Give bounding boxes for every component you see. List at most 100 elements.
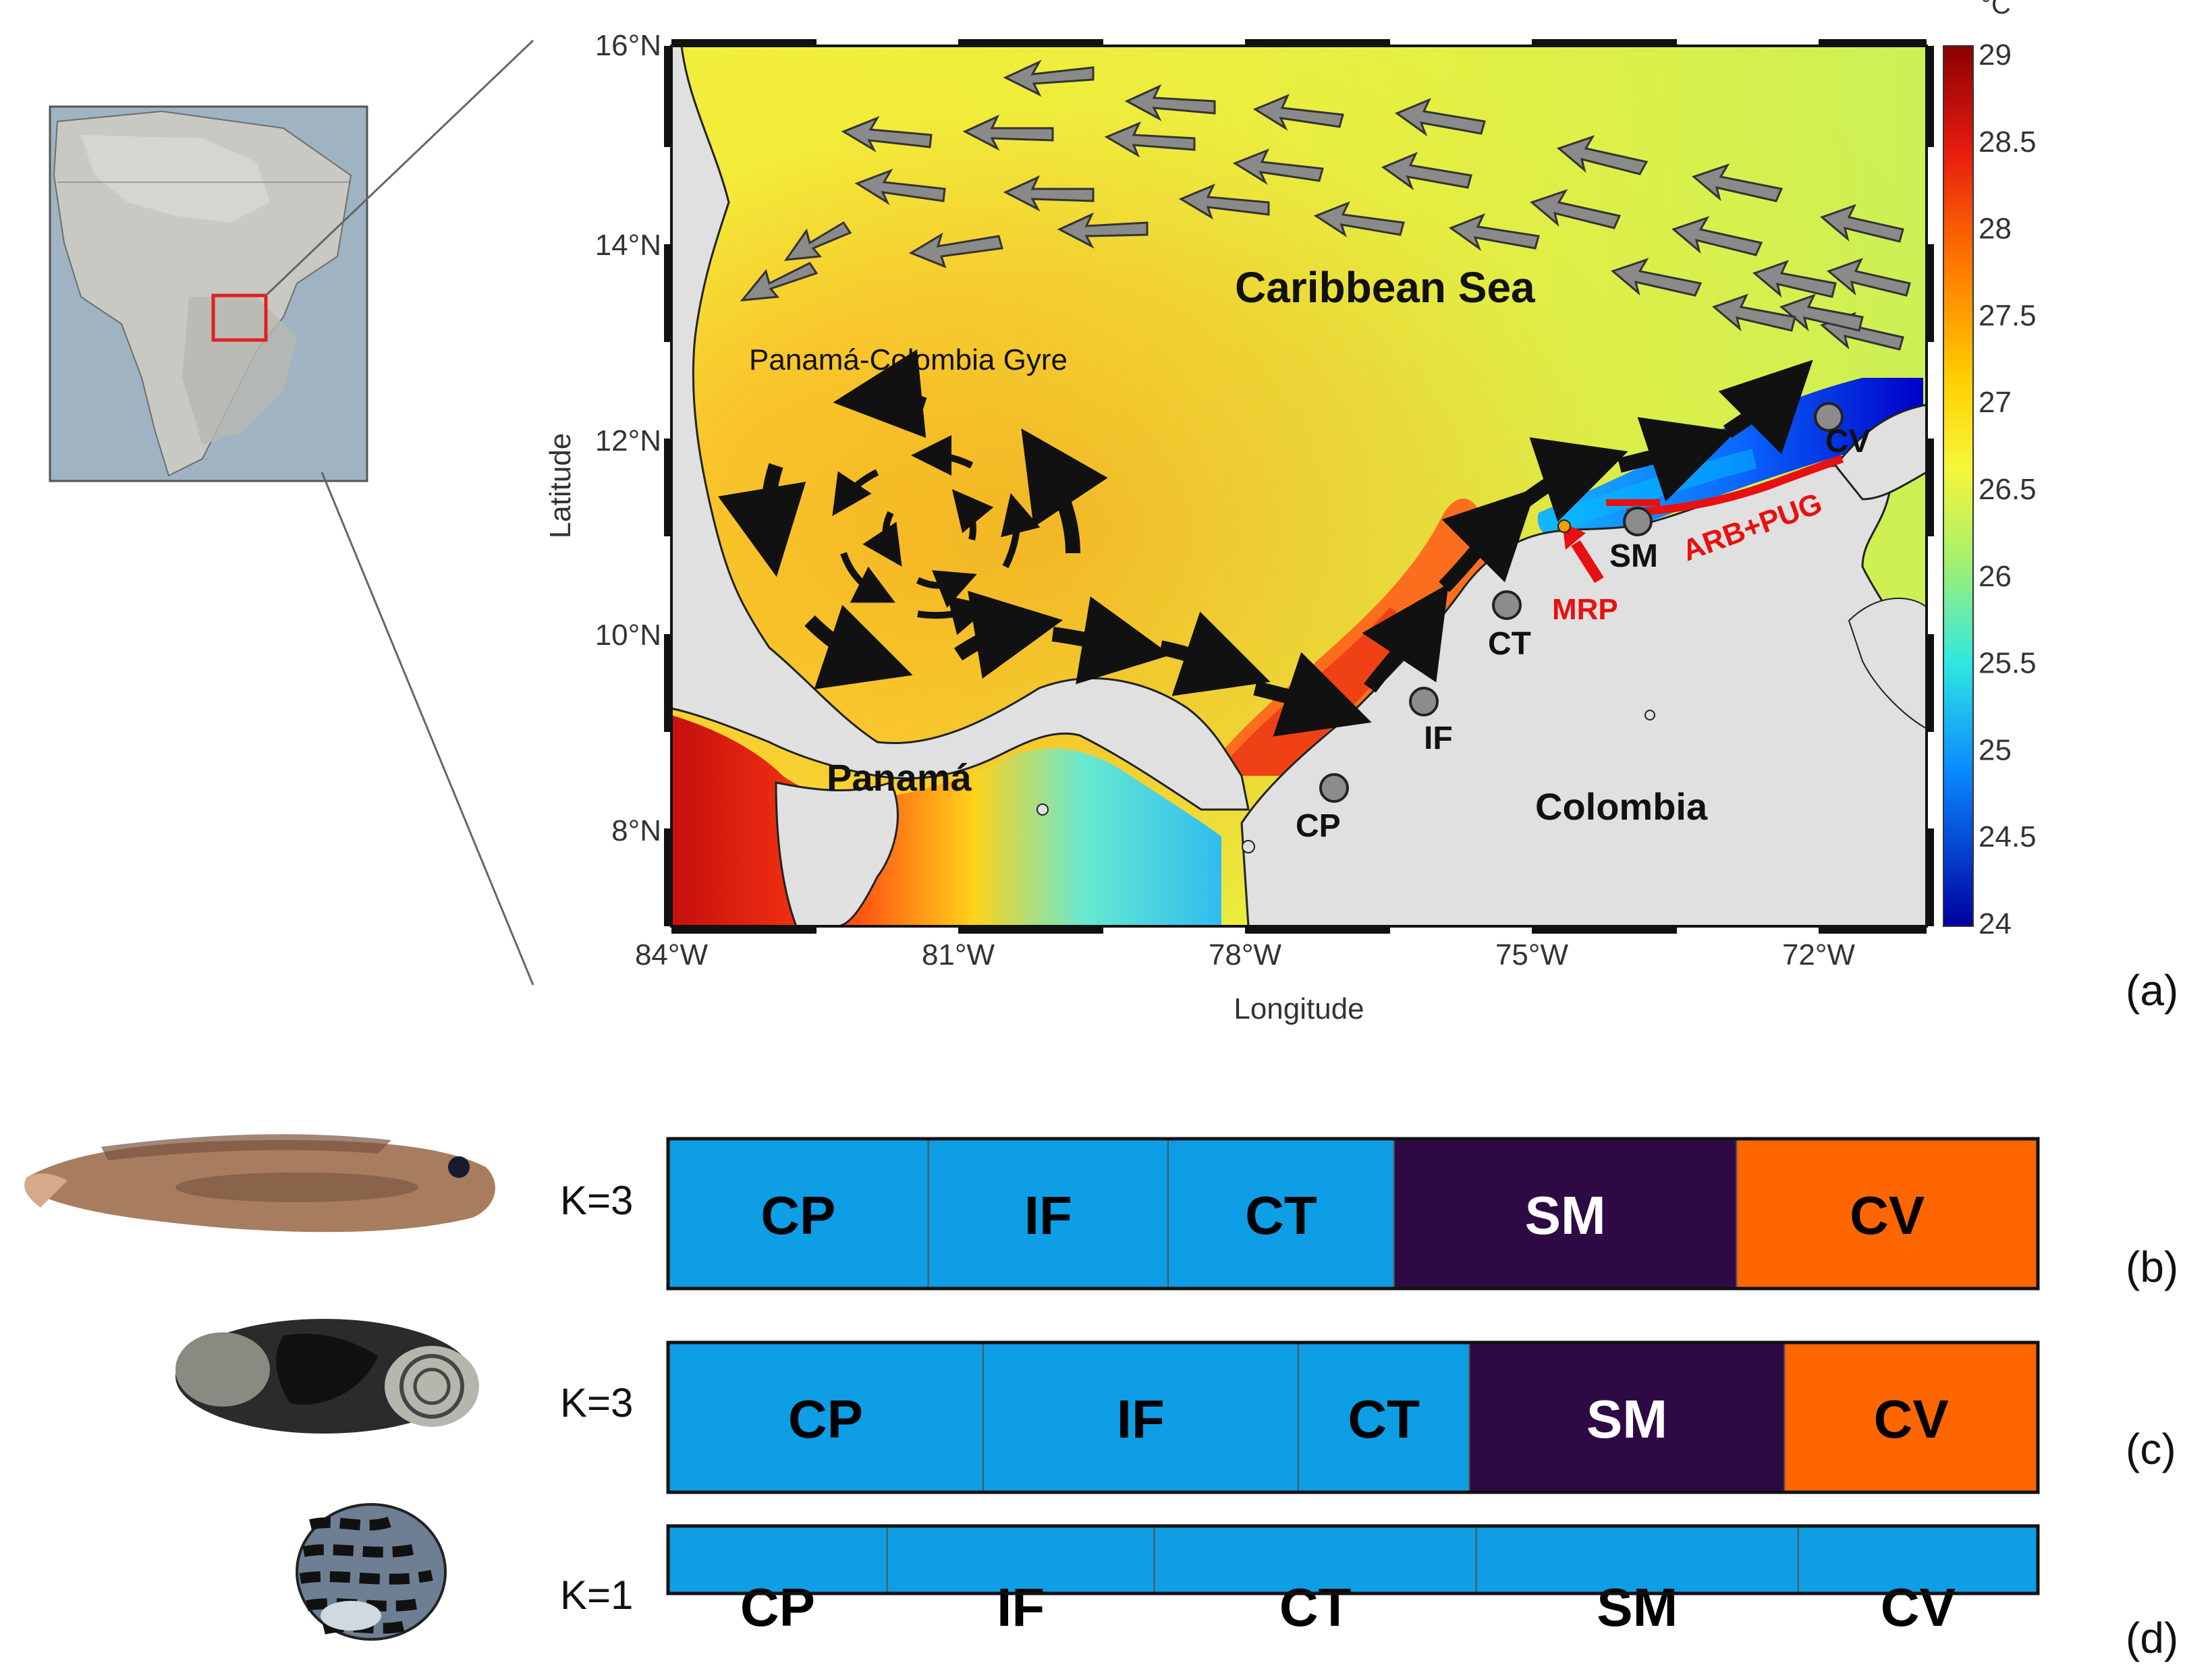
blenny-fish-image xyxy=(24,1134,495,1233)
cluster-label-cv: CV xyxy=(1850,1185,1925,1245)
current-arrow xyxy=(1313,201,1405,237)
cluster-bar-if xyxy=(927,1138,1169,1289)
gyre-arrow xyxy=(916,570,977,608)
current-arrow xyxy=(1381,152,1472,191)
colorbar-tick-label: 28.5 xyxy=(1979,125,2037,159)
structure-plot-frame xyxy=(666,1340,2040,1494)
coastal-arrow xyxy=(1051,596,1171,685)
inset-map xyxy=(49,105,368,482)
k-label: K=3 xyxy=(560,1178,633,1223)
panel-label-a: (a) xyxy=(2126,966,2178,1015)
current-arrow xyxy=(841,115,933,152)
x-tick-81: 81°W xyxy=(922,938,995,971)
y-tick-10: 10°N xyxy=(595,619,661,652)
gyre-arrow xyxy=(840,552,895,603)
panama-label: Panamá xyxy=(827,756,972,799)
site-marker-cp xyxy=(1319,773,1349,803)
colorbar-tick-label: 25.5 xyxy=(1979,647,2037,680)
current-arrow xyxy=(1003,175,1095,212)
colorbar-tick-label: 25 xyxy=(1979,733,2012,766)
site-label-cp: CP xyxy=(1296,808,1341,844)
inset-highlight-box xyxy=(211,293,268,342)
cluster-label-sm: SM xyxy=(1525,1185,1606,1245)
colorbar-tick-label: 26 xyxy=(1979,560,2012,593)
current-arrow xyxy=(1124,84,1216,121)
site-marker-sm xyxy=(1623,507,1653,536)
central-america-land xyxy=(670,45,1250,811)
current-arrow xyxy=(1611,258,1703,297)
x-tick-78: 78°W xyxy=(1209,938,1282,971)
current-arrow xyxy=(1394,98,1486,137)
structure-plot-frame xyxy=(666,1137,2040,1291)
site-marker-if xyxy=(1409,687,1439,716)
mrp-arrow xyxy=(1571,540,1604,584)
colorbar-tick-label: 26.5 xyxy=(1979,473,2037,506)
inner-gyre-arrows xyxy=(832,435,1041,635)
coastal-arrow xyxy=(1514,437,1628,522)
current-arrow xyxy=(1671,216,1763,256)
cluster-label-cv: CV xyxy=(1874,1389,1949,1449)
y-axis-label: Latitude xyxy=(544,433,577,539)
site-label-ct: CT xyxy=(1488,626,1531,662)
site-label-cv: CV xyxy=(1825,424,1871,459)
k-label: K=3 xyxy=(560,1380,633,1425)
current-arrow xyxy=(1557,135,1649,175)
current-arrow xyxy=(962,114,1054,151)
current-arrow xyxy=(1104,121,1196,158)
site-label-if: IF xyxy=(1424,720,1453,756)
coastal-arrow xyxy=(1159,611,1271,696)
colorbar-tick-label: 24 xyxy=(1979,907,2012,940)
cluster-label-cp: CP xyxy=(740,1577,815,1637)
structure-plot-d: K=1 CP IF CT SM CV xyxy=(560,1524,2040,1637)
colorbar: °C 29 28.5 28 27.5 27 26.5 26 25.5 25 24.5 24 xyxy=(1943,0,2037,940)
current-arrow xyxy=(1530,189,1622,229)
zoom-line-bottom xyxy=(321,472,534,986)
coastal-arrow xyxy=(1439,488,1537,592)
cluster-label-ct: CT xyxy=(1279,1577,1352,1637)
surface-current-arrows xyxy=(740,59,1911,351)
site-markers xyxy=(1319,402,1844,803)
current-arrow xyxy=(1820,204,1904,243)
gyre-arrow xyxy=(833,349,927,439)
zebra-snail-image xyxy=(296,1503,447,1641)
x-tick-75: 75°W xyxy=(1495,938,1569,971)
dark-snail-image xyxy=(175,1319,479,1434)
cluster-bar-sm xyxy=(1475,1525,1799,1594)
structure-plot-b: K=3 CP IF CT SM CV xyxy=(560,1137,2040,1291)
coastal-arrow xyxy=(1718,360,1813,455)
cluster-label-if: IF xyxy=(1117,1389,1165,1449)
colorbar-tick-label: 24.5 xyxy=(1979,820,2037,853)
current-arrow xyxy=(1827,258,1911,297)
site-marker-ct xyxy=(1492,590,1522,620)
cluster-label-cv: CV xyxy=(1881,1577,1956,1637)
current-arrow xyxy=(1057,212,1149,249)
panel-label-c: (c) xyxy=(2126,1425,2176,1473)
cluster-label-if: IF xyxy=(997,1577,1045,1637)
gyre-arrow xyxy=(911,435,974,476)
colorbar-tick-label: 27.5 xyxy=(1979,299,2037,332)
arb-pug-coastline xyxy=(1626,455,1844,517)
cluster-bar-cp xyxy=(667,1342,984,1493)
current-arrow xyxy=(1252,94,1344,131)
cluster-bar-sm xyxy=(1468,1342,1786,1493)
gyre-label: Panamá-Colombia Gyre xyxy=(749,343,1068,376)
cluster-label-ct: CT xyxy=(1245,1185,1317,1245)
y-tick-16: 16°N xyxy=(595,29,661,62)
current-arrow xyxy=(1752,260,1837,298)
colorbar-tick-label: 27 xyxy=(1979,386,2012,419)
mrp-label: MRP xyxy=(1552,593,1618,626)
site-marker-cv xyxy=(1814,402,1844,432)
y-tick-12: 12°N xyxy=(595,424,661,457)
current-arrow xyxy=(740,262,819,302)
gyre-arrow xyxy=(832,469,879,516)
current-arrow xyxy=(1712,293,1796,332)
current-arrow xyxy=(854,169,946,205)
current-arrow xyxy=(783,221,852,261)
gyre-arrow xyxy=(1001,492,1041,569)
colorbar-unit: °C xyxy=(1981,0,2011,20)
structure-plots: K=3 CP IF CT SM CV K=3 CP IF CT SM CV K=1 CP IF CT SM CV xyxy=(560,1137,2040,1637)
structure-plot-c: K=3 CP IF CT SM CV xyxy=(560,1340,2040,1494)
cluster-label-if: IF xyxy=(1024,1185,1072,1245)
zoom-line-top xyxy=(265,39,534,297)
